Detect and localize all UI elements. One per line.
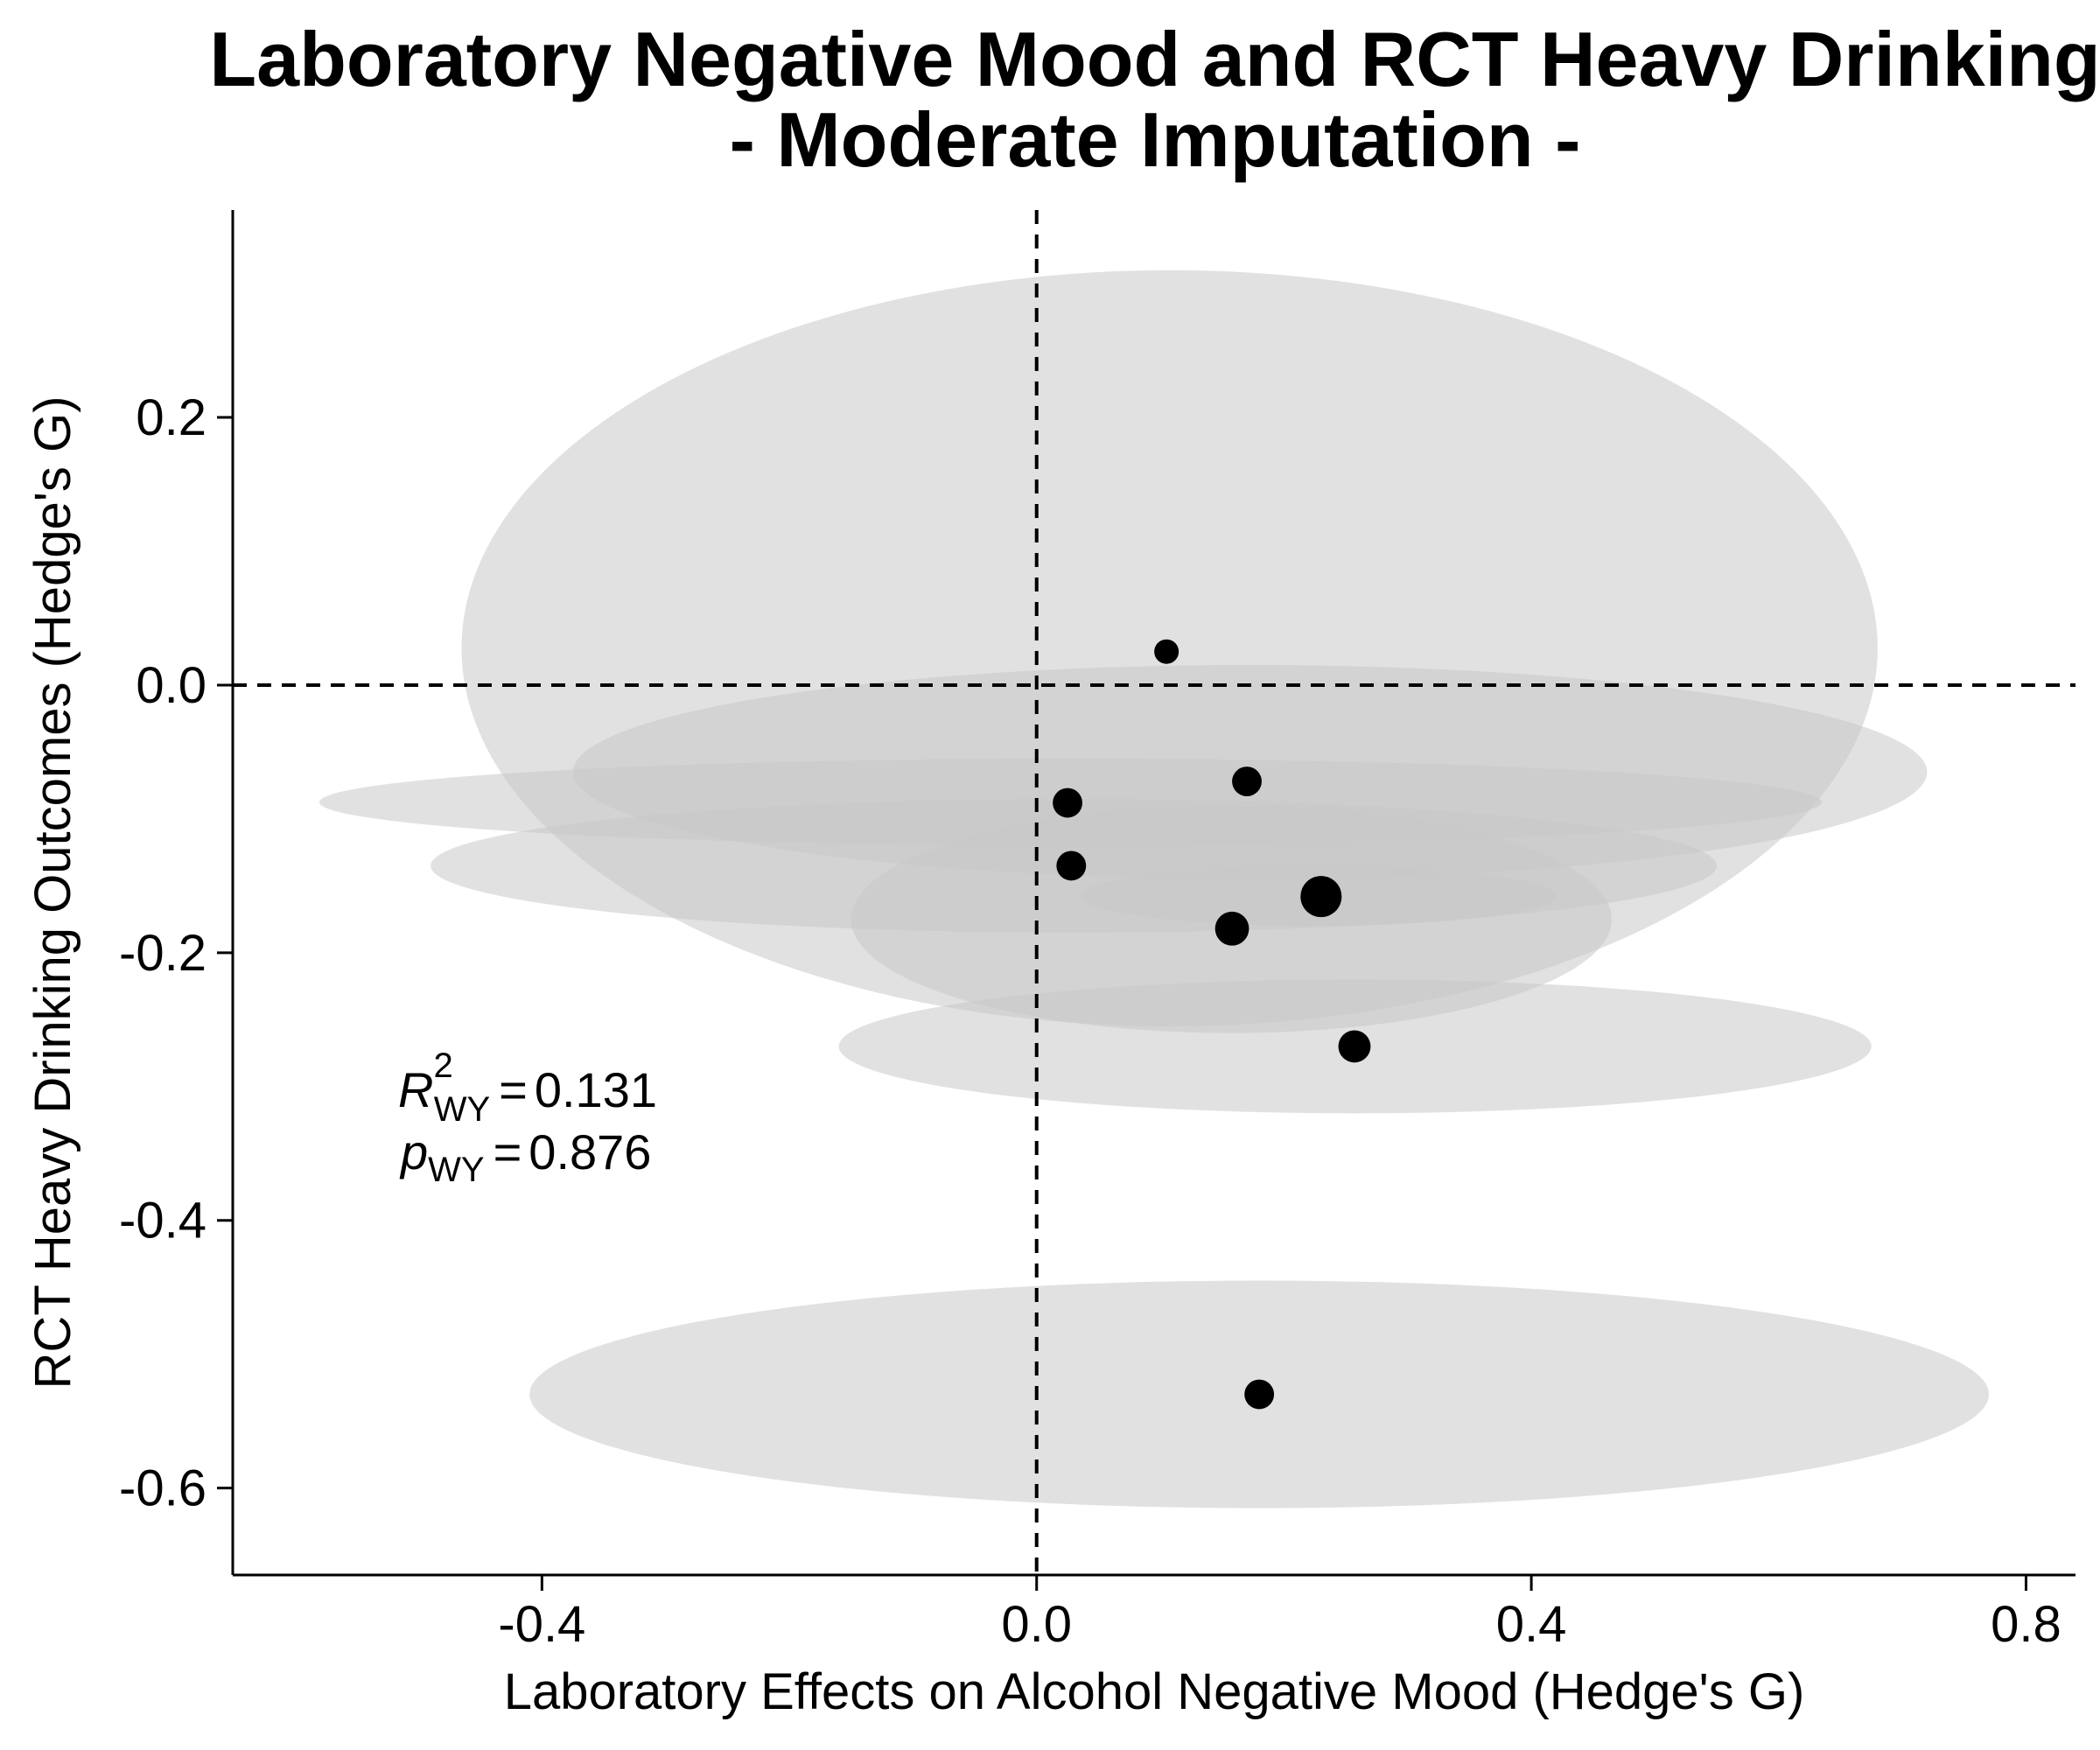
- r-value: 0.131: [535, 1062, 657, 1117]
- chart-subtitle: - Moderate Imputation -: [730, 96, 1581, 183]
- confidence-ellipses: [318, 270, 1990, 1508]
- data-point: [1338, 1030, 1371, 1063]
- data-point: [1244, 1379, 1275, 1410]
- fit-annotation: R2 WY = 0.131 pWY = 0.876: [398, 1046, 657, 1189]
- p-subscript: WY: [428, 1151, 484, 1189]
- x-tick-label: 0.0: [1001, 1596, 1072, 1653]
- data-point: [1214, 911, 1250, 946]
- chart-title: Laboratory Negative Mood and RCT Heavy D…: [209, 16, 2100, 102]
- data-point: [1300, 876, 1342, 918]
- data-point: [1232, 766, 1262, 796]
- x-axis-label: Laboratory Effects on Alcohol Negative M…: [504, 1663, 1805, 1720]
- y-axis-ticks: 0.2 0.0 -0.2 -0.4 -0.6: [119, 389, 233, 1517]
- data-points: [1053, 639, 1371, 1410]
- y-tick-label: -0.2: [119, 925, 206, 982]
- r-squared-annotation: R2 WY = 0.131: [398, 1046, 657, 1129]
- x-tick-label: -0.4: [498, 1596, 585, 1653]
- data-point: [1053, 788, 1082, 818]
- p-value: 0.876: [528, 1124, 651, 1180]
- r-symbol: R: [398, 1062, 433, 1117]
- data-point: [1154, 639, 1180, 664]
- x-axis-ticks: -0.4 0.0 0.4 0.8: [498, 1575, 2062, 1653]
- p-value-annotation: pWY = 0.876: [399, 1124, 651, 1189]
- x-tick-label: 0.8: [1991, 1596, 2062, 1653]
- y-tick-label: -0.6: [119, 1460, 206, 1517]
- r-superscript: 2: [433, 1046, 452, 1085]
- data-point: [1056, 850, 1087, 881]
- p-symbol: p: [399, 1124, 428, 1180]
- p-equals: =: [494, 1124, 522, 1180]
- y-tick-label: -0.4: [119, 1193, 206, 1250]
- y-tick-label: 0.0: [136, 657, 206, 714]
- x-tick-label: 0.4: [1496, 1596, 1567, 1653]
- y-tick-label: 0.2: [136, 389, 206, 446]
- r-equals: =: [499, 1062, 528, 1117]
- r-subscript: WY: [434, 1090, 490, 1129]
- y-axis-label: RCT Heavy Drinking Outcomes (Hedge's G): [24, 396, 81, 1390]
